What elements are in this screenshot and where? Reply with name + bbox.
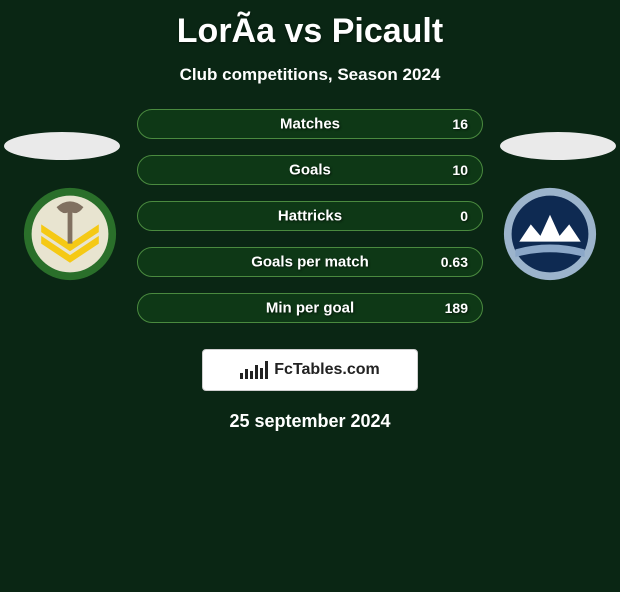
stat-value-right: 189: [445, 300, 468, 316]
stat-label: Goals: [289, 162, 331, 179]
stat-value-right: 0: [460, 208, 468, 224]
stat-pill: Goals per match 0.63: [137, 247, 483, 277]
stat-label: Matches: [280, 116, 340, 133]
stat-row-goals-per-match: Goals per match 0.63: [0, 247, 620, 277]
stat-row-min-per-goal: Min per goal 189: [0, 293, 620, 323]
stat-row-hattricks: Hattricks 0: [0, 201, 620, 231]
brand-chart-icon: [240, 361, 268, 379]
stat-label: Hattricks: [278, 208, 342, 225]
stat-value-right: 0.63: [441, 254, 468, 270]
stat-pill: Hattricks 0: [137, 201, 483, 231]
stat-pill: Goals 10: [137, 155, 483, 185]
page-title: LorÃ­a vs Picault: [0, 12, 620, 51]
brand-text: FcTables.com: [274, 361, 380, 379]
stat-pill: Min per goal 189: [137, 293, 483, 323]
stat-row-matches: Matches 16: [0, 109, 620, 139]
stat-value-right: 16: [452, 116, 468, 132]
date-line: 25 september 2024: [0, 411, 620, 432]
page-subtitle: Club competitions, Season 2024: [0, 65, 620, 85]
stat-label: Min per goal: [266, 300, 354, 317]
stat-value-right: 10: [452, 162, 468, 178]
stat-label: Goals per match: [251, 254, 369, 271]
stat-row-goals: Goals 10: [0, 155, 620, 185]
stat-pill: Matches 16: [137, 109, 483, 139]
brand-box[interactable]: FcTables.com: [202, 349, 418, 391]
